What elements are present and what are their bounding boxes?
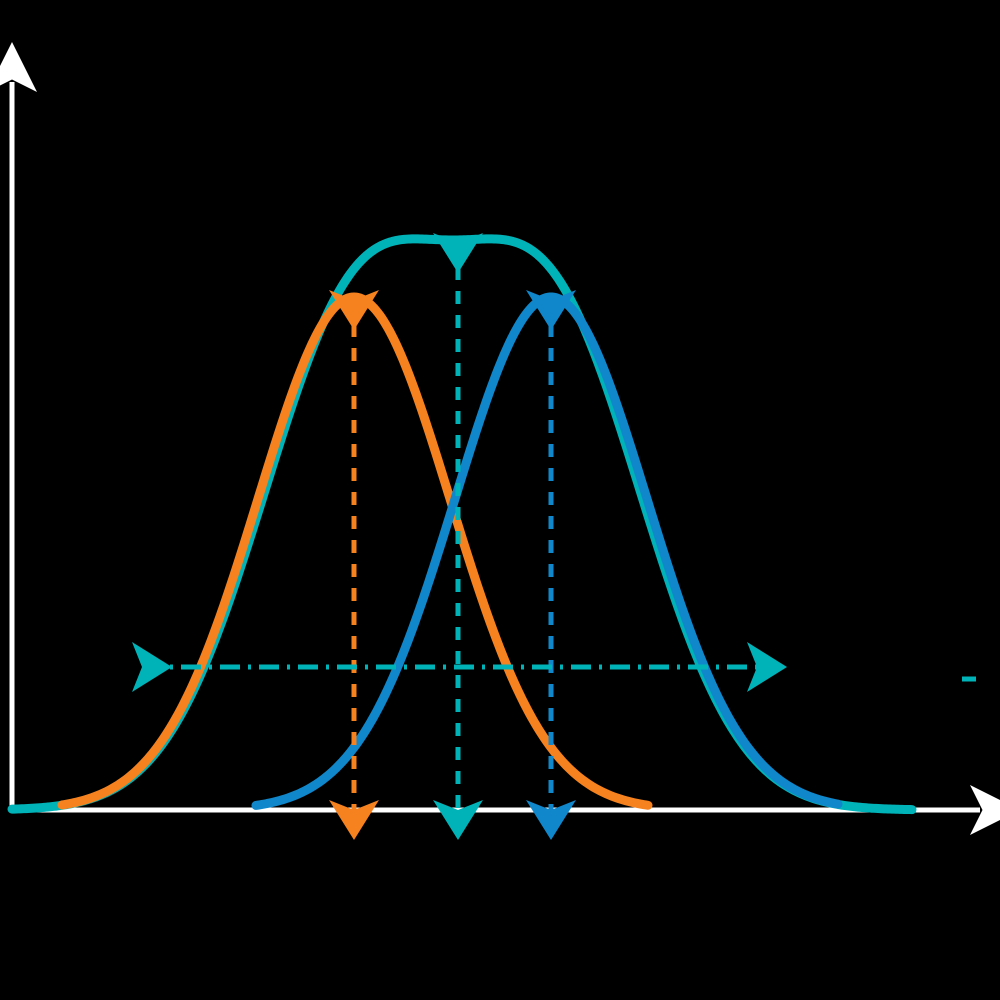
blue-curve [251, 292, 843, 810]
axes-group [0, 42, 1000, 835]
annotations-group [132, 233, 976, 840]
curves-group [7, 234, 917, 815]
